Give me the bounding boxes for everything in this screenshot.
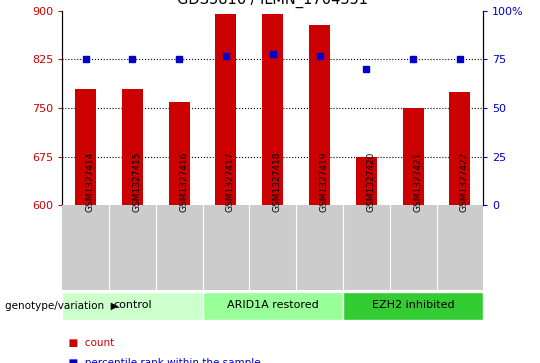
Text: ■  count: ■ count xyxy=(62,338,114,348)
Bar xyxy=(403,108,423,205)
Text: ARID1A restored: ARID1A restored xyxy=(227,300,319,310)
Text: GSM1327416: GSM1327416 xyxy=(179,151,188,212)
Bar xyxy=(309,25,330,205)
FancyBboxPatch shape xyxy=(202,292,343,320)
Text: GSM1327419: GSM1327419 xyxy=(320,151,328,212)
Text: EZH2 inhibited: EZH2 inhibited xyxy=(372,300,455,310)
Bar xyxy=(262,14,283,205)
Text: GSM1327417: GSM1327417 xyxy=(226,151,235,212)
Text: GSM1327422: GSM1327422 xyxy=(460,152,469,212)
Text: GSM1327421: GSM1327421 xyxy=(413,151,422,212)
Text: GSM1327415: GSM1327415 xyxy=(132,151,141,212)
Text: genotype/variation  ▶: genotype/variation ▶ xyxy=(5,301,119,311)
Text: GSM1327420: GSM1327420 xyxy=(366,151,375,212)
FancyBboxPatch shape xyxy=(343,292,483,320)
Text: ■  percentile rank within the sample: ■ percentile rank within the sample xyxy=(62,358,261,363)
Text: GSM1327414: GSM1327414 xyxy=(85,151,94,212)
Bar xyxy=(449,92,470,205)
Bar xyxy=(75,89,96,205)
Text: GSM1327418: GSM1327418 xyxy=(273,151,282,212)
FancyBboxPatch shape xyxy=(62,292,202,320)
Bar xyxy=(356,156,377,205)
Bar xyxy=(215,14,237,205)
Bar xyxy=(122,89,143,205)
Title: GDS5816 / ILMN_1704351: GDS5816 / ILMN_1704351 xyxy=(177,0,368,8)
Bar xyxy=(168,102,190,205)
Text: control: control xyxy=(113,300,152,310)
